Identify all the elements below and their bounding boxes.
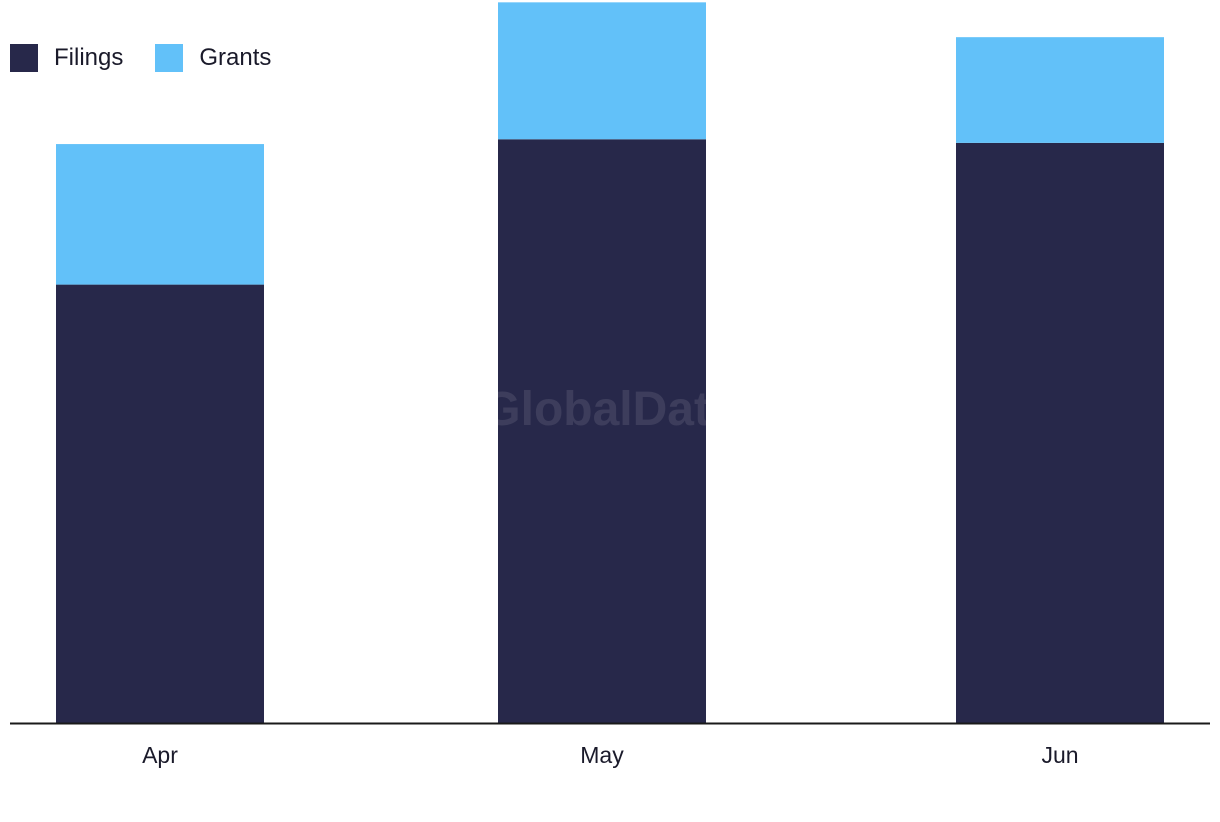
legend: Filings Grants — [10, 44, 303, 72]
bar-grants-jun[interactable] — [956, 37, 1164, 143]
legend-item-filings[interactable]: Filings — [10, 44, 123, 72]
bar-filings-apr[interactable] — [56, 284, 264, 723]
x-tick-label-apr: Apr — [142, 742, 178, 768]
x-tick-label-may: May — [580, 742, 624, 768]
bar-filings-jun[interactable] — [956, 142, 1164, 723]
legend-swatch-filings — [10, 44, 38, 72]
bar-grants-apr[interactable] — [56, 144, 264, 285]
legend-label-grants: Grants — [199, 44, 272, 71]
x-tick-label-jun: Jun — [1041, 742, 1078, 768]
bar-grants-may[interactable] — [498, 2, 706, 140]
bar-filings-may[interactable] — [498, 139, 706, 724]
legend-swatch-grants — [155, 44, 184, 72]
legend-item-grants[interactable]: Grants — [155, 44, 271, 72]
legend-label-filings: Filings — [54, 44, 124, 71]
